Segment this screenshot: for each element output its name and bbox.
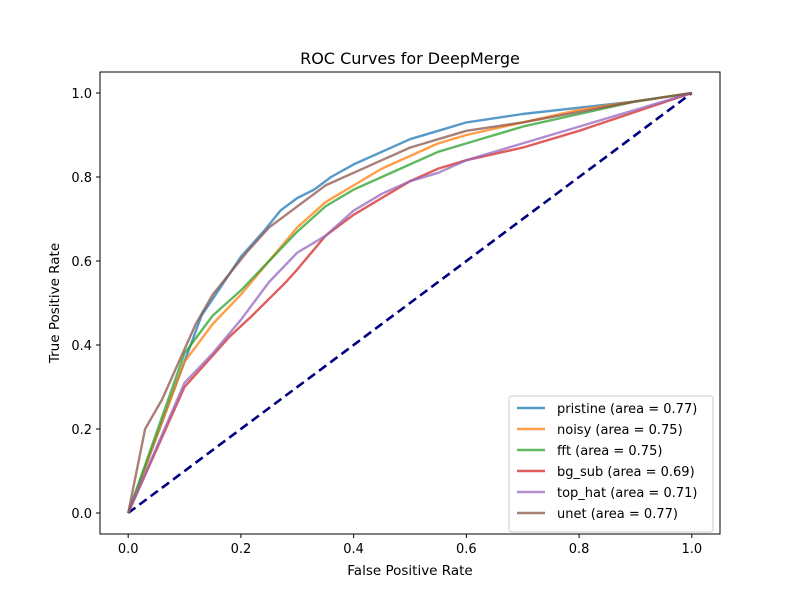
y-axis-title: True Positive Rate — [47, 243, 63, 364]
y-tick-label: 0.4 — [71, 339, 92, 354]
series-line-fft — [127, 91, 692, 514]
x-tick-label: 1.0 — [681, 542, 702, 557]
chart-title: ROC Curves for DeepMerge — [300, 49, 520, 68]
series-line-pristine — [127, 91, 692, 514]
legend-label-noisy: noisy (area = 0.75) — [557, 423, 683, 438]
plot-area: 0.0 0.2 0.4 0.6 0.8 1.0 0.0 0.2 0.4 0.6 0.8 1.0 — [71, 71, 721, 557]
series-line-unet — [127, 91, 692, 514]
axes-frame — [99, 71, 721, 535]
x-tick-label: 0.6 — [456, 542, 477, 557]
legend-label-bg-sub: bg_sub (area = 0.69) — [557, 465, 695, 480]
y-tick-label: 0.8 — [71, 171, 92, 186]
legend-label-fft: fft (area = 0.75) — [557, 444, 662, 459]
x-tick-label: 0.2 — [231, 542, 252, 557]
legend-label-unet: unet (area = 0.77) — [557, 507, 678, 522]
y-tick-label: 0.2 — [71, 423, 92, 438]
y-tick-label: 0.6 — [71, 255, 92, 270]
series-line-top-hat — [127, 91, 693, 514]
y-tick-label: 0.0 — [71, 507, 92, 522]
series-line-bg-sub — [127, 91, 693, 514]
y-tick-label: 1.0 — [71, 87, 92, 102]
x-tick-label: 0.8 — [569, 542, 590, 557]
x-tick-label: 0.0 — [118, 542, 139, 557]
legend-box — [508, 395, 714, 533]
x-axis-title: False Positive Rate — [347, 563, 472, 579]
chance-diagonal-line — [127, 91, 693, 515]
legend: pristine (area = 0.77) noisy (area = 0.75… — [508, 395, 714, 533]
legend-label-pristine: pristine (area = 0.77) — [557, 402, 697, 417]
x-tick-label: 0.4 — [343, 542, 364, 557]
legend-label-top-hat: top_hat (area = 0.71) — [557, 486, 697, 501]
